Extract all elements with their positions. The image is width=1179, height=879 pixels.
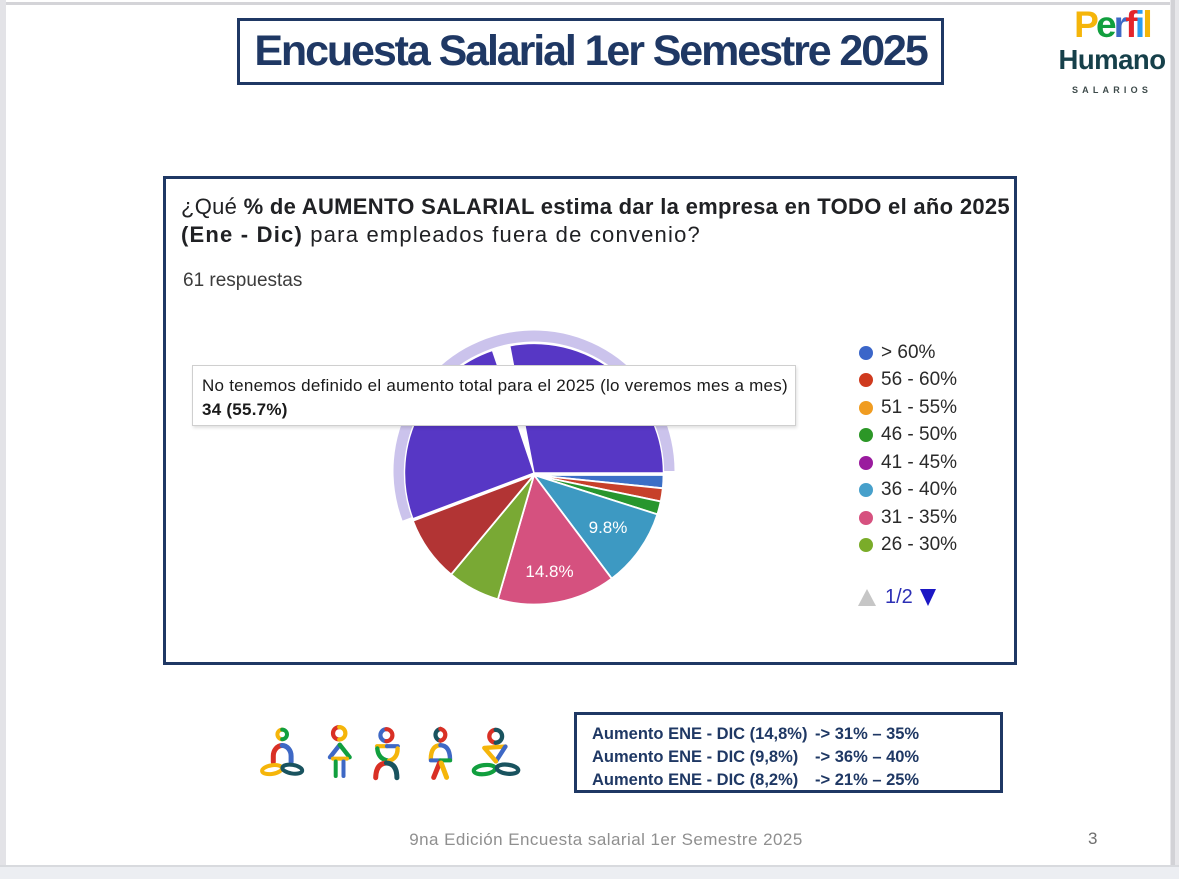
svg-text:14.8%: 14.8% bbox=[525, 562, 573, 581]
svg-text:9.8%: 9.8% bbox=[589, 518, 628, 537]
